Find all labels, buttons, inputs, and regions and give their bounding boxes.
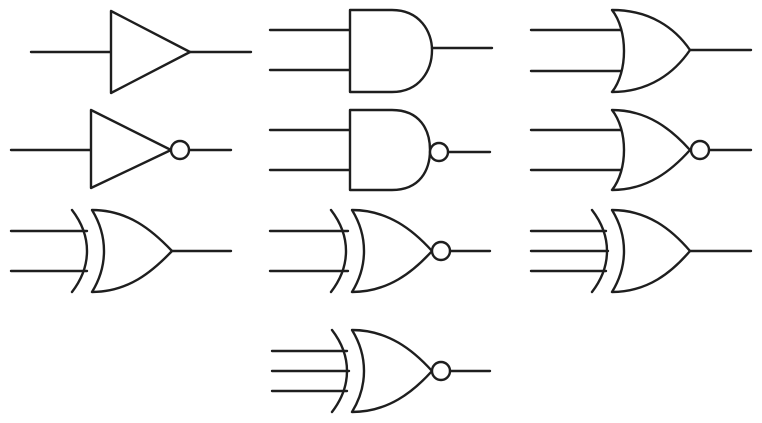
buffer-triangle	[109, 9, 192, 95]
and-body	[348, 8, 434, 94]
not-inversion-bubble	[169, 139, 191, 161]
xor-extra-arc	[70, 208, 89, 294]
nor-inversion-bubble	[689, 139, 711, 161]
xnor-3-extra-arc	[330, 328, 349, 414]
xnor-inversion-bubble	[430, 240, 452, 262]
xnor-3-body	[350, 328, 434, 414]
xor-3-input-gate	[529, 208, 753, 294]
xor-body	[90, 208, 174, 294]
and-gate	[268, 8, 494, 94]
nand-inversion-bubble	[428, 141, 450, 163]
xnor-extra-arc	[329, 208, 348, 294]
nor-body	[610, 108, 692, 192]
not-gate	[9, 108, 233, 190]
not-triangle	[89, 108, 173, 190]
xnor-body	[350, 208, 434, 294]
buffer-gate	[29, 9, 253, 95]
xor-gate	[9, 208, 233, 294]
or-body	[610, 8, 692, 94]
xnor-3-inversion-bubble	[430, 360, 452, 382]
nand-gate	[268, 108, 492, 192]
nand-body	[348, 108, 432, 192]
or-gate	[529, 8, 753, 94]
xnor-3-input-gate	[270, 328, 492, 414]
nor-gate	[529, 108, 753, 192]
xnor-gate	[268, 208, 492, 294]
xor-3-extra-arc	[590, 208, 609, 294]
xor-3-body	[610, 208, 692, 294]
